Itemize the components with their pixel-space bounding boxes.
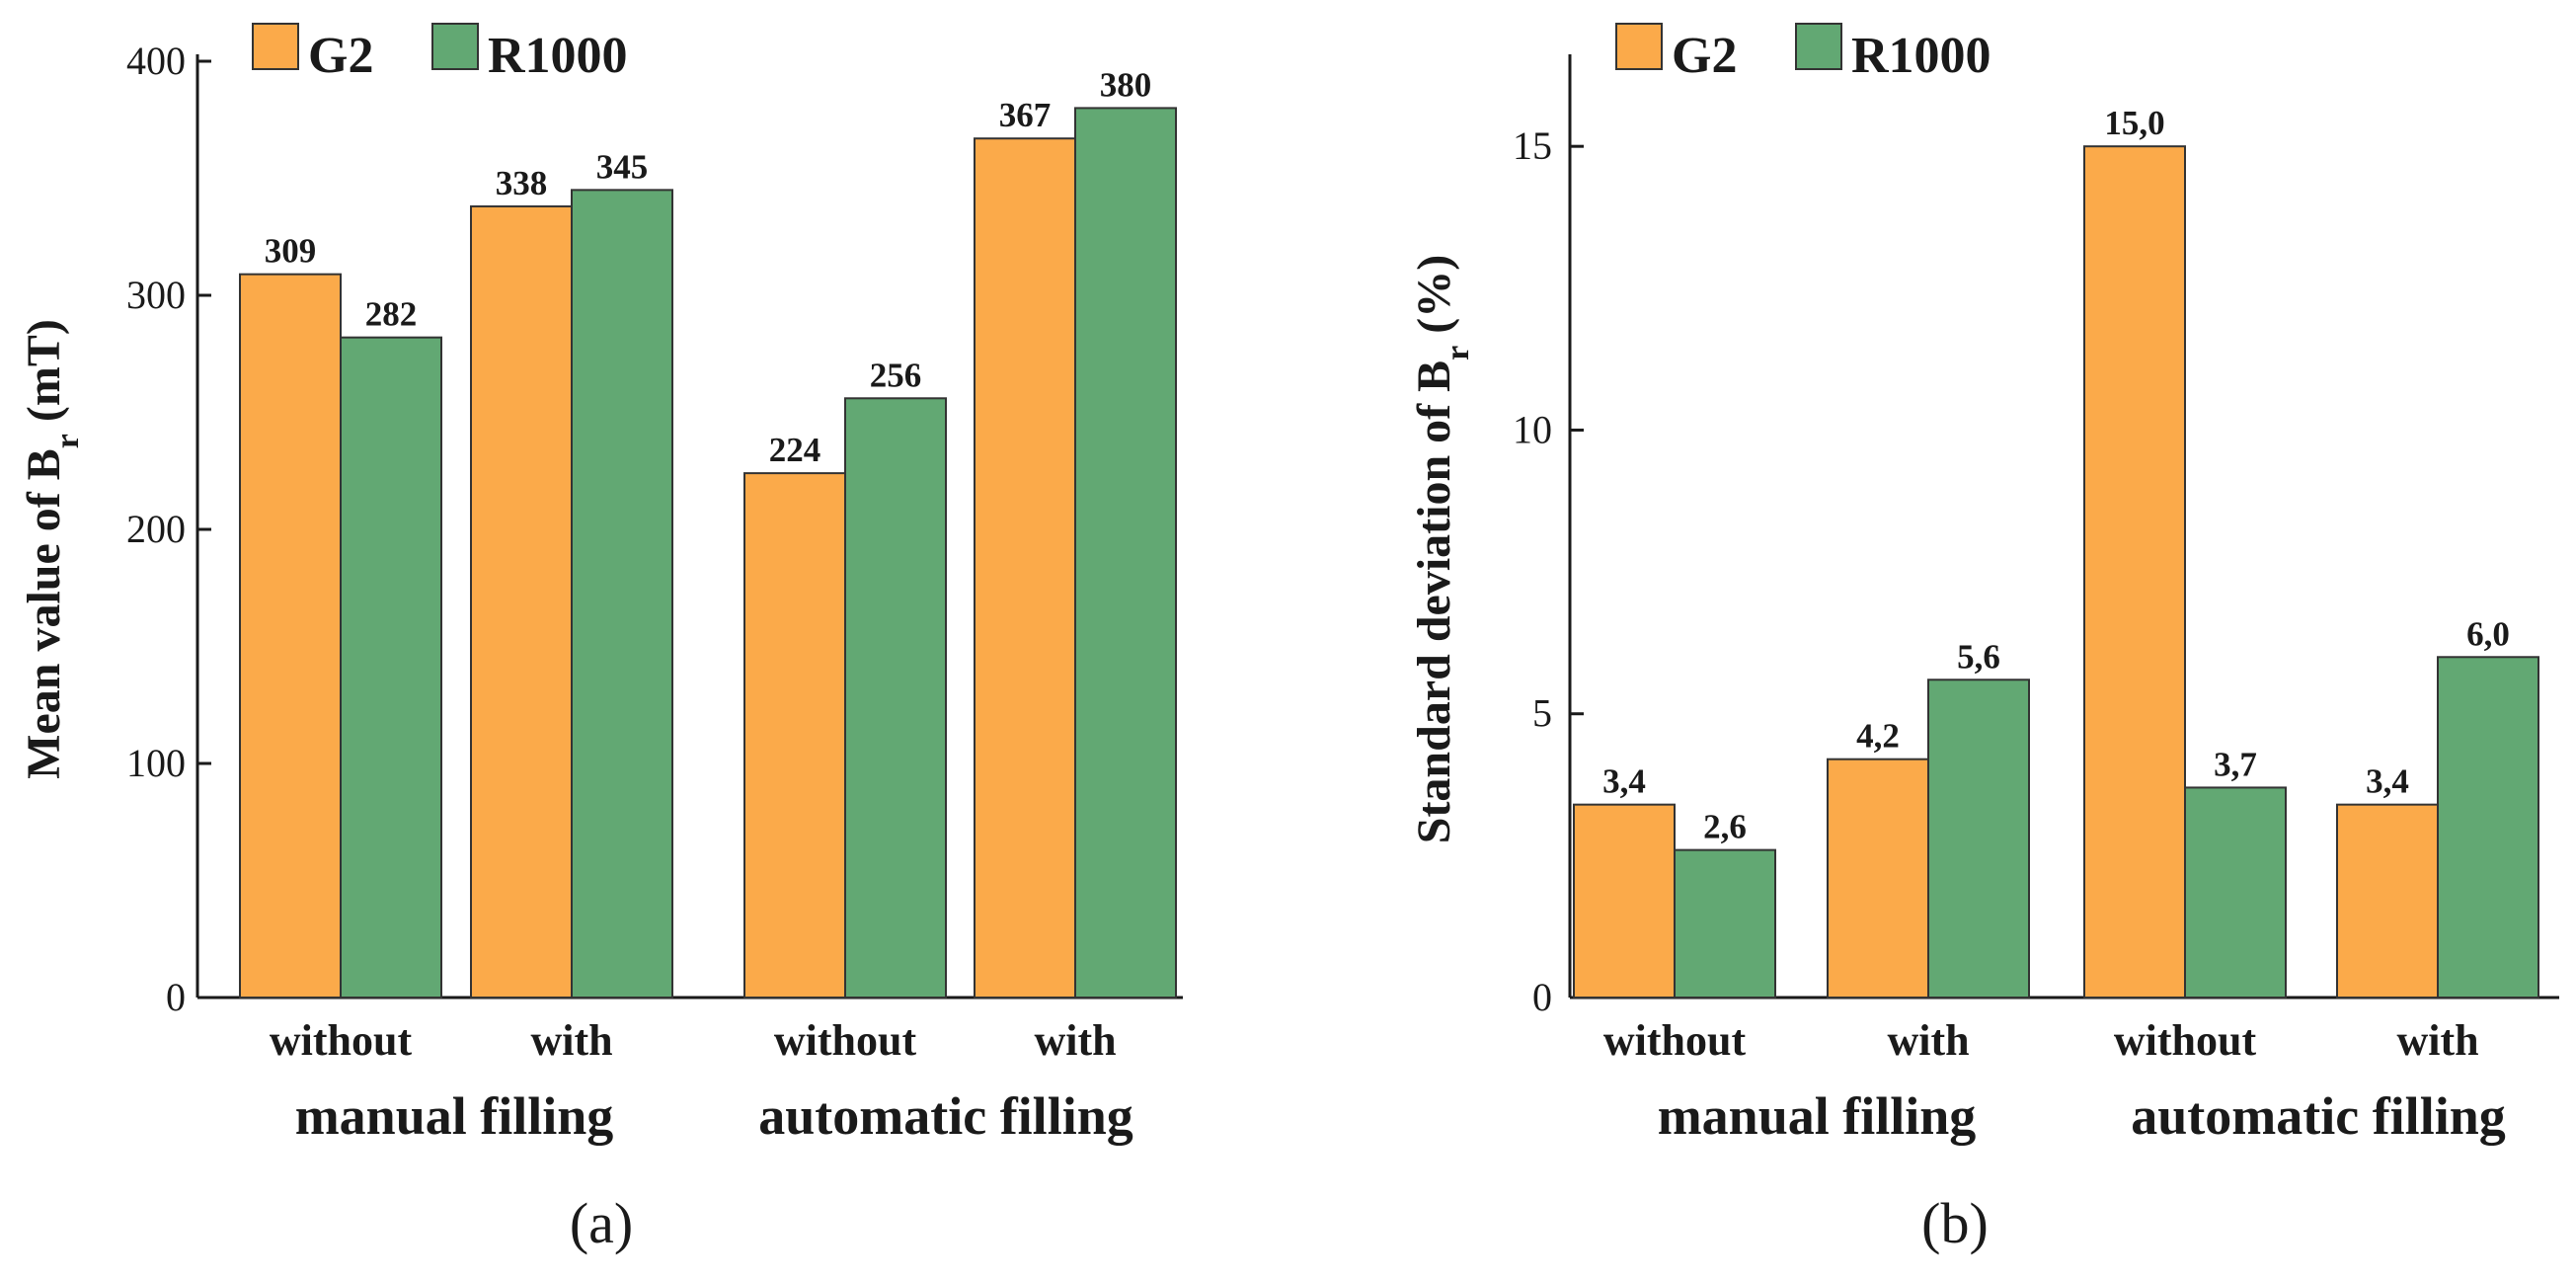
bar-g2-2: [743, 472, 846, 999]
value-label-r1000-1: 345: [596, 147, 649, 186]
legend-swatch-r1000: [431, 23, 479, 70]
bar-r1000-2: [2184, 786, 2287, 999]
y-axis-label-subscript: r: [1440, 346, 1476, 360]
bar-r1000-0: [340, 336, 442, 1000]
value-label-g2-3: 3,4: [2366, 762, 2409, 801]
bar-g2-3: [2336, 803, 2439, 999]
bar-g2-0: [1573, 803, 1676, 999]
value-label-g2-2: 224: [769, 431, 821, 469]
value-label-r1000-3: 380: [1100, 65, 1152, 104]
bar-r1000-2: [844, 397, 947, 999]
y-tick-label: 5: [1532, 691, 1552, 736]
y-axis-label-subscript: r: [49, 434, 86, 448]
y-axis-label-main: Standard deviation of B: [1408, 360, 1460, 843]
value-label-r1000-0: 2,6: [1703, 808, 1747, 846]
bar-r1000-3: [2437, 656, 2539, 999]
y-tick-label: 0: [1532, 975, 1552, 1019]
bar-g2-3: [974, 137, 1076, 999]
group-label-1: automatic filling: [758, 1086, 1132, 1146]
y-axis-label-main: Mean value of B: [18, 448, 70, 779]
category-label-2: without: [774, 1016, 917, 1065]
legend-label-g2: G2: [308, 28, 373, 84]
y-tick-label: 200: [126, 507, 186, 551]
bar-g2-1: [1827, 758, 1929, 1000]
legend-label-g2: G2: [1672, 28, 1737, 84]
value-label-g2-0: 3,4: [1602, 762, 1646, 801]
bar-r1000-3: [1074, 107, 1177, 999]
category-label-1: with: [530, 1016, 612, 1065]
category-label-2: without: [2114, 1016, 2257, 1065]
bar-g2-1: [470, 204, 573, 999]
y-axis-label-unit: (mT): [18, 319, 70, 434]
value-label-g2-1: 4,2: [1856, 717, 1900, 756]
bar-r1000-1: [571, 189, 673, 1000]
panel-label: (a): [570, 1191, 633, 1255]
value-label-g2-0: 309: [265, 232, 317, 271]
value-label-r1000-2: 256: [870, 356, 922, 394]
value-label-g2-1: 338: [496, 164, 548, 202]
legend-label-r1000: R1000: [1851, 28, 1991, 84]
value-label-r1000-0: 282: [365, 295, 418, 334]
bar-r1000-0: [1674, 848, 1776, 999]
group-label-1: automatic filling: [2131, 1086, 2505, 1146]
value-label-r1000-2: 3,7: [2214, 745, 2257, 783]
category-label-1: with: [1887, 1016, 1969, 1065]
category-label-0: without: [1603, 1016, 1747, 1065]
y-tick-label: 0: [166, 975, 186, 1019]
panel-a-mean-chart: G2 R1000 0 100 200 300 400 Mean value of Br (mT…: [18, 23, 1183, 1255]
y-axis-label: Standard deviation of Br (%): [1408, 255, 1476, 843]
panel-b-stddev-chart: G2 R1000 0 5 10 15 Standard deviation of Br (%…: [1408, 23, 2559, 1255]
legend-swatch-r1000: [1795, 23, 1842, 70]
group-label-0: manual filling: [1658, 1086, 1977, 1146]
y-tick-label: 10: [1513, 407, 1552, 451]
legend-swatch-g2: [252, 23, 299, 70]
panel-label: (b): [1921, 1191, 1989, 1255]
legend-swatch-g2: [1615, 23, 1663, 70]
y-tick-label: 15: [1513, 123, 1552, 168]
y-tick-label: 300: [126, 273, 186, 317]
bar-r1000-1: [1927, 679, 2030, 999]
value-label-r1000-1: 5,6: [1957, 637, 2000, 676]
value-label-g2-2: 15,0: [2104, 104, 2164, 142]
y-tick-label: 100: [126, 741, 186, 785]
category-label-3: with: [2396, 1016, 2478, 1065]
value-label-r1000-3: 6,0: [2466, 614, 2510, 653]
y-axis-label-unit: (%): [1408, 255, 1460, 346]
bar-g2-0: [239, 273, 342, 1000]
category-label-0: without: [270, 1016, 413, 1065]
y-tick-label: 400: [126, 39, 186, 83]
bar-g2-2: [2083, 145, 2186, 999]
value-label-g2-3: 367: [999, 96, 1052, 134]
legend-label-r1000: R1000: [488, 28, 628, 84]
y-axis-label: Mean value of Br (mT): [18, 319, 86, 779]
category-label-3: with: [1034, 1016, 1116, 1065]
group-label-0: manual filling: [295, 1086, 614, 1146]
